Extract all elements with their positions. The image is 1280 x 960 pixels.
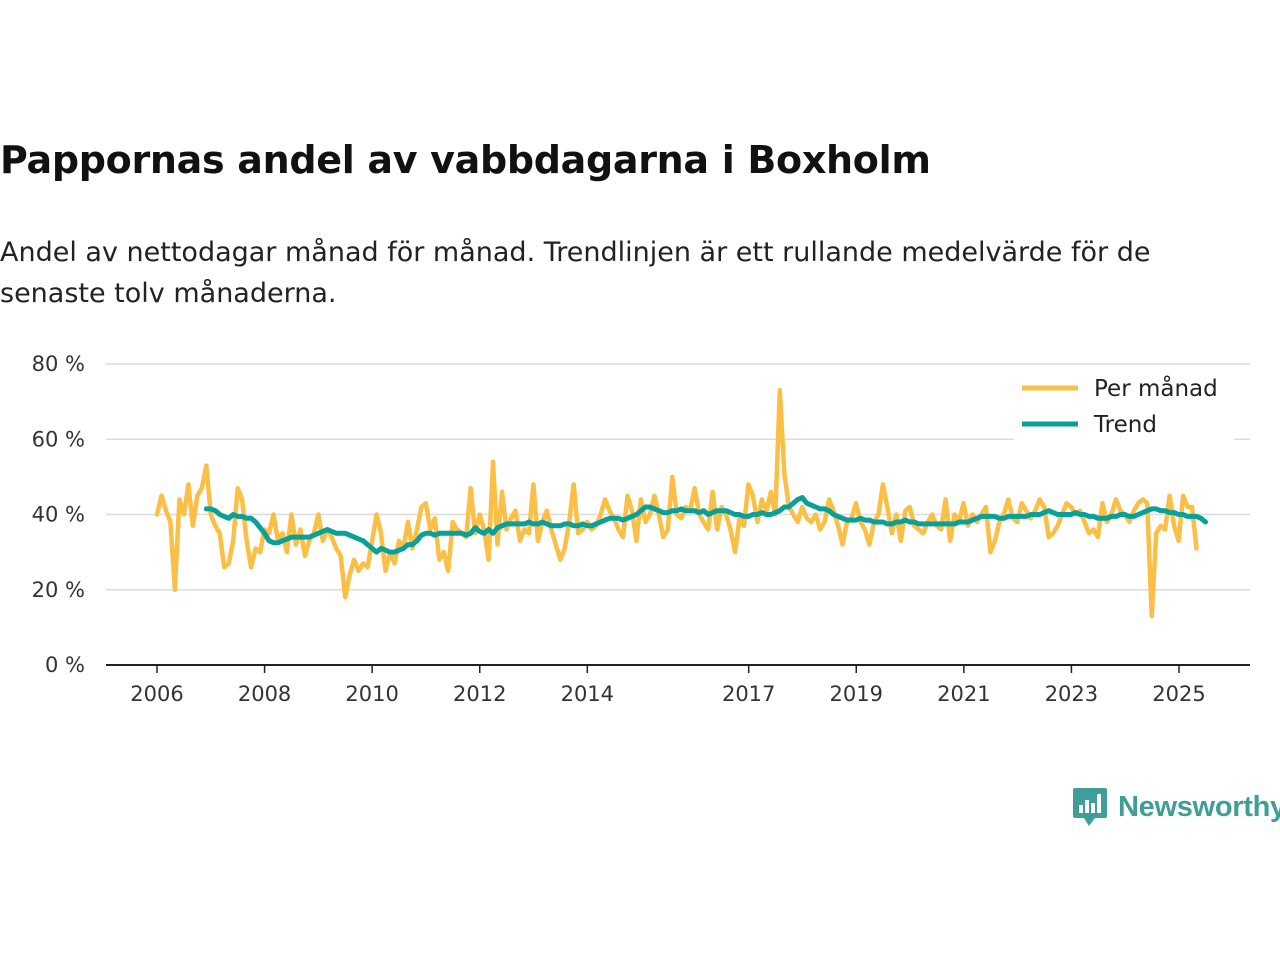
x-tick-label: 2025 [1152,682,1205,706]
newsworthy-logo: Newsworthy [1072,786,1280,828]
x-tick-label: 2006 [130,682,183,706]
legend-label-trend: Trend [1093,412,1157,438]
y-tick-label: 80 % [32,352,85,376]
y-tick-label: 60 % [32,427,85,451]
series-line-per-manad [154,388,1199,619]
y-tick-label: 20 % [32,578,85,602]
y-axis: 0 % 20 % 40 % 60 % 80 % [32,352,85,677]
x-axis: 2006 2008 2010 2012 2014 2017 2019 2021 2023 2025 [106,664,1250,706]
legend-label-per-manad: Per månad [1094,374,1218,402]
x-tick-label: 2014 [561,682,614,706]
line-chart: 0 % 20 % 40 % 60 % 80 % 2006 2008 2010 2012 2014… [32,352,1250,706]
x-tick-label: 2021 [937,682,990,706]
x-tick-label: 2023 [1045,682,1098,706]
newsworthy-logo-icon [1073,788,1107,826]
chart-title: Pappornas andel av vabbdagarna i Boxholm [0,138,931,182]
legend-background [1014,372,1234,444]
x-tick-label: 2010 [345,682,398,706]
x-tick-label: 2019 [830,682,883,706]
chart-subtitle: Andel av nettodagar månad för månad. Tre… [0,237,1151,309]
series [154,388,1208,619]
x-tick-label: 2017 [722,682,775,706]
legend: Per månad Trend [1014,372,1234,444]
x-tick-label: 2012 [453,682,506,706]
x-tick-label: 2008 [238,682,291,706]
series-line-trend [203,495,1208,555]
y-tick-label: 0 % [45,653,85,677]
newsworthy-logo-text: Newsworthy [1118,790,1280,823]
y-tick-label: 40 % [32,503,85,527]
